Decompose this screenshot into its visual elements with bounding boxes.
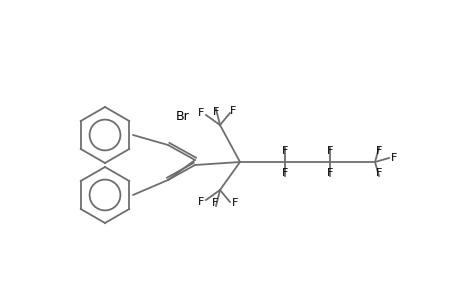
Text: F: F	[230, 106, 236, 116]
Text: F: F	[326, 146, 332, 156]
Text: F: F	[197, 197, 203, 207]
Text: Br: Br	[176, 110, 190, 123]
Text: F: F	[326, 168, 332, 178]
Text: F: F	[375, 146, 381, 156]
Text: F: F	[375, 168, 381, 178]
Text: F: F	[211, 198, 218, 208]
Text: F: F	[213, 107, 218, 117]
Text: F: F	[197, 108, 203, 118]
Text: F: F	[390, 153, 397, 163]
Text: F: F	[281, 146, 287, 156]
Text: F: F	[281, 168, 287, 178]
Text: F: F	[231, 198, 238, 208]
